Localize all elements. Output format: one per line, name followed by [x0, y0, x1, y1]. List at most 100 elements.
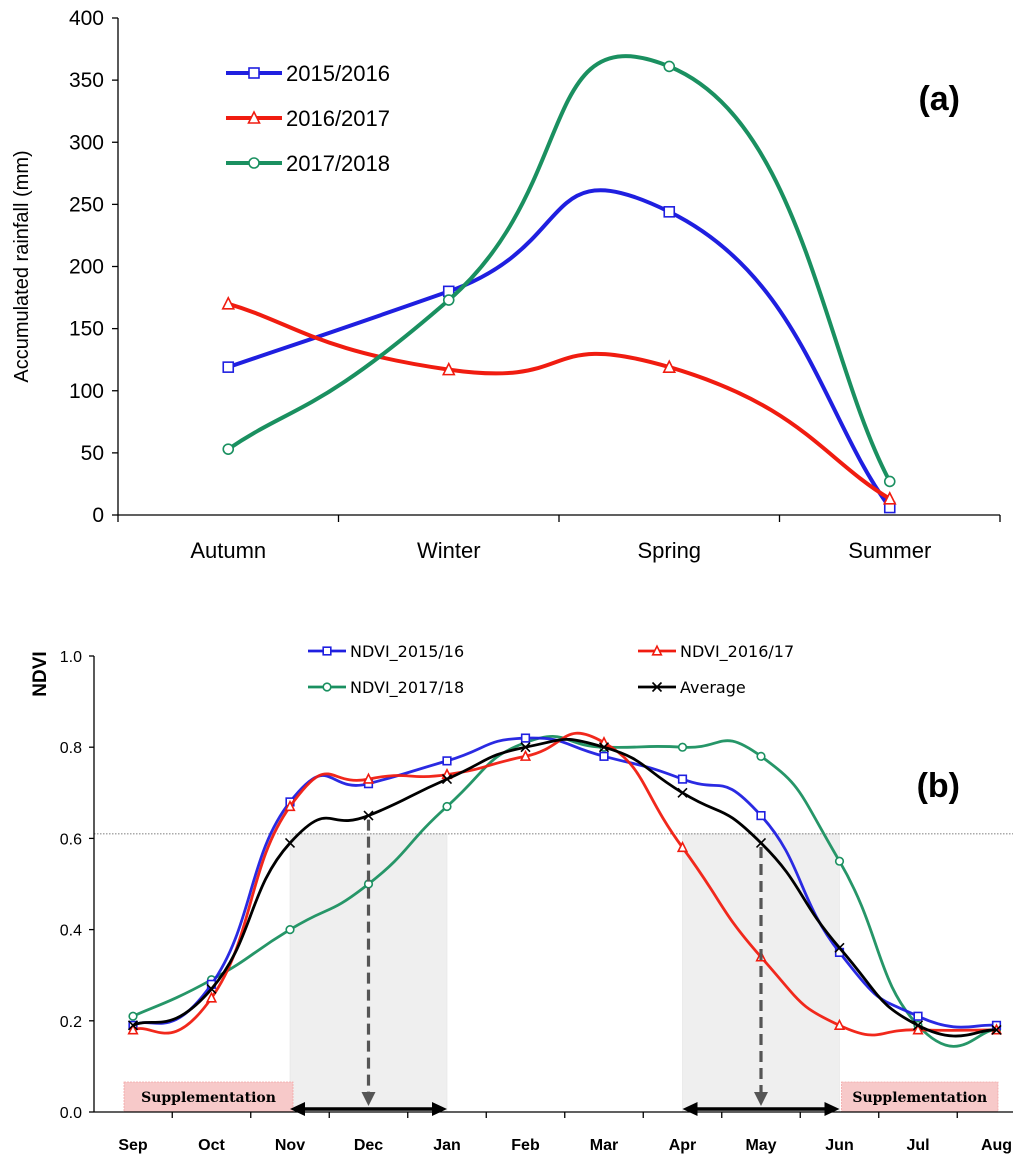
series-line-2017/2018: [227, 54, 892, 483]
x-tick-label: Spring: [637, 538, 701, 563]
x-tick-label: Apr: [669, 1137, 697, 1154]
data-point: [912, 1023, 924, 1035]
legend-label: 2015/2016: [286, 61, 390, 86]
data-point: [834, 856, 845, 866]
data-point: [441, 774, 453, 785]
data-point: [991, 1024, 1002, 1035]
x-tick-label: Winter: [417, 538, 481, 563]
legend-label: NDVI_2017/18: [350, 678, 464, 698]
data-point: [662, 359, 677, 373]
data-point: [222, 443, 235, 455]
legend-label: 2017/2018: [286, 151, 390, 176]
data-point: [206, 983, 217, 994]
data-point: [520, 742, 531, 753]
data-point: [663, 60, 676, 73]
x-tick-label: Oct: [198, 1137, 225, 1154]
y-tick-label: 0.0: [60, 1105, 82, 1122]
data-point: [221, 295, 236, 310]
data-point: [519, 749, 532, 761]
data-point: [441, 361, 456, 376]
data-point: [676, 840, 689, 853]
legend-label: 2016/2017: [286, 106, 390, 131]
legend-marker: [322, 682, 332, 692]
period-arrow-head-left: [290, 1102, 305, 1116]
y-tick-label: 0.8: [60, 740, 82, 757]
y-axis-label: Accumulated rainfall (mm): [11, 150, 33, 382]
data-point: [284, 799, 296, 812]
y-tick-label: 0.6: [60, 831, 82, 848]
legend-marker: [651, 644, 663, 656]
chart-panel-b: Supplementation Supplementation 0.0 0.2 0.4 0…: [30, 642, 1013, 1154]
legend-label: NDVI_2016/17: [680, 642, 794, 662]
data-point: [756, 751, 766, 761]
y-tick-label: 50: [81, 442, 104, 465]
down-arrow-head: [361, 1092, 376, 1106]
data-point: [442, 294, 455, 306]
data-point: [677, 742, 688, 752]
data-point: [520, 733, 531, 743]
x-tick-label: Jun: [825, 1137, 853, 1154]
data-point: [755, 837, 767, 849]
data-point: [222, 361, 235, 373]
data-point: [677, 774, 688, 784]
legend-label: Average: [680, 678, 746, 697]
x-tick-label: Jul: [906, 1137, 929, 1154]
x-tick-label: Mar: [590, 1137, 618, 1154]
series-line-2015/2016: [227, 188, 892, 509]
chart-panel-a: 0 50 100 150 200 250 300 350 400 Autumn Winter Spri…: [11, 7, 1001, 563]
data-point: [883, 475, 896, 488]
y-tick-label: 0.2: [60, 1014, 82, 1031]
y-tick-label: 1.0: [60, 649, 82, 666]
x-tick-label: Feb: [511, 1137, 540, 1154]
supplementation-box: [841, 1081, 999, 1113]
y-tick-label: 250: [69, 193, 104, 216]
data-point: [362, 772, 375, 784]
period-arrow-head-right: [432, 1102, 447, 1116]
x-tick-label: Aug: [981, 1137, 1012, 1154]
data-point: [442, 756, 452, 766]
y-tick-label: 0: [92, 504, 104, 527]
data-point: [882, 491, 897, 505]
y-tick-label: 100: [69, 380, 104, 403]
data-point: [127, 1023, 139, 1035]
supplementation-label: Supplementation: [852, 1090, 987, 1106]
data-point: [913, 1011, 923, 1021]
x-tick-label: Jan: [433, 1137, 461, 1154]
data-point: [912, 1020, 924, 1031]
series-line-NDVI_2017/18: [132, 735, 997, 1048]
legend-marker: [248, 157, 260, 169]
x-tick-label: Dec: [354, 1137, 383, 1154]
x-tick-label: May: [745, 1137, 776, 1154]
x-tick-label: Autumn: [190, 538, 266, 563]
series-line-2016/2017: [227, 301, 891, 501]
legend-marker: [247, 110, 261, 124]
y-tick-label: 150: [69, 318, 104, 341]
period-arrow-head-left: [682, 1102, 698, 1116]
y-axis-label: NDVI: [30, 651, 51, 696]
legend-marker: [651, 681, 663, 693]
y-tick-label: 350: [69, 69, 104, 92]
legend-label: NDVI_2015/16: [350, 642, 464, 662]
data-point: [442, 801, 452, 812]
x-tick-label: Sep: [118, 1137, 148, 1154]
series-line-Average: [132, 738, 997, 1038]
data-point: [598, 742, 610, 753]
x-tick-label: Nov: [275, 1137, 305, 1154]
data-point: [663, 206, 676, 218]
y-tick-label: 300: [69, 131, 104, 154]
period-arrow-head-right: [824, 1102, 840, 1116]
panel-label: (b): [917, 767, 960, 805]
data-point: [205, 991, 218, 1003]
data-point: [756, 810, 766, 821]
y-tick-label: 0.4: [60, 923, 82, 940]
legend-marker: [322, 646, 332, 656]
data-point: [363, 810, 374, 821]
panel-label: (a): [918, 80, 960, 118]
data-point: [677, 787, 688, 798]
data-point: [833, 1018, 846, 1030]
down-arrow-head: [754, 1092, 768, 1106]
data-point: [284, 837, 296, 849]
y-tick-label: 200: [69, 256, 104, 279]
